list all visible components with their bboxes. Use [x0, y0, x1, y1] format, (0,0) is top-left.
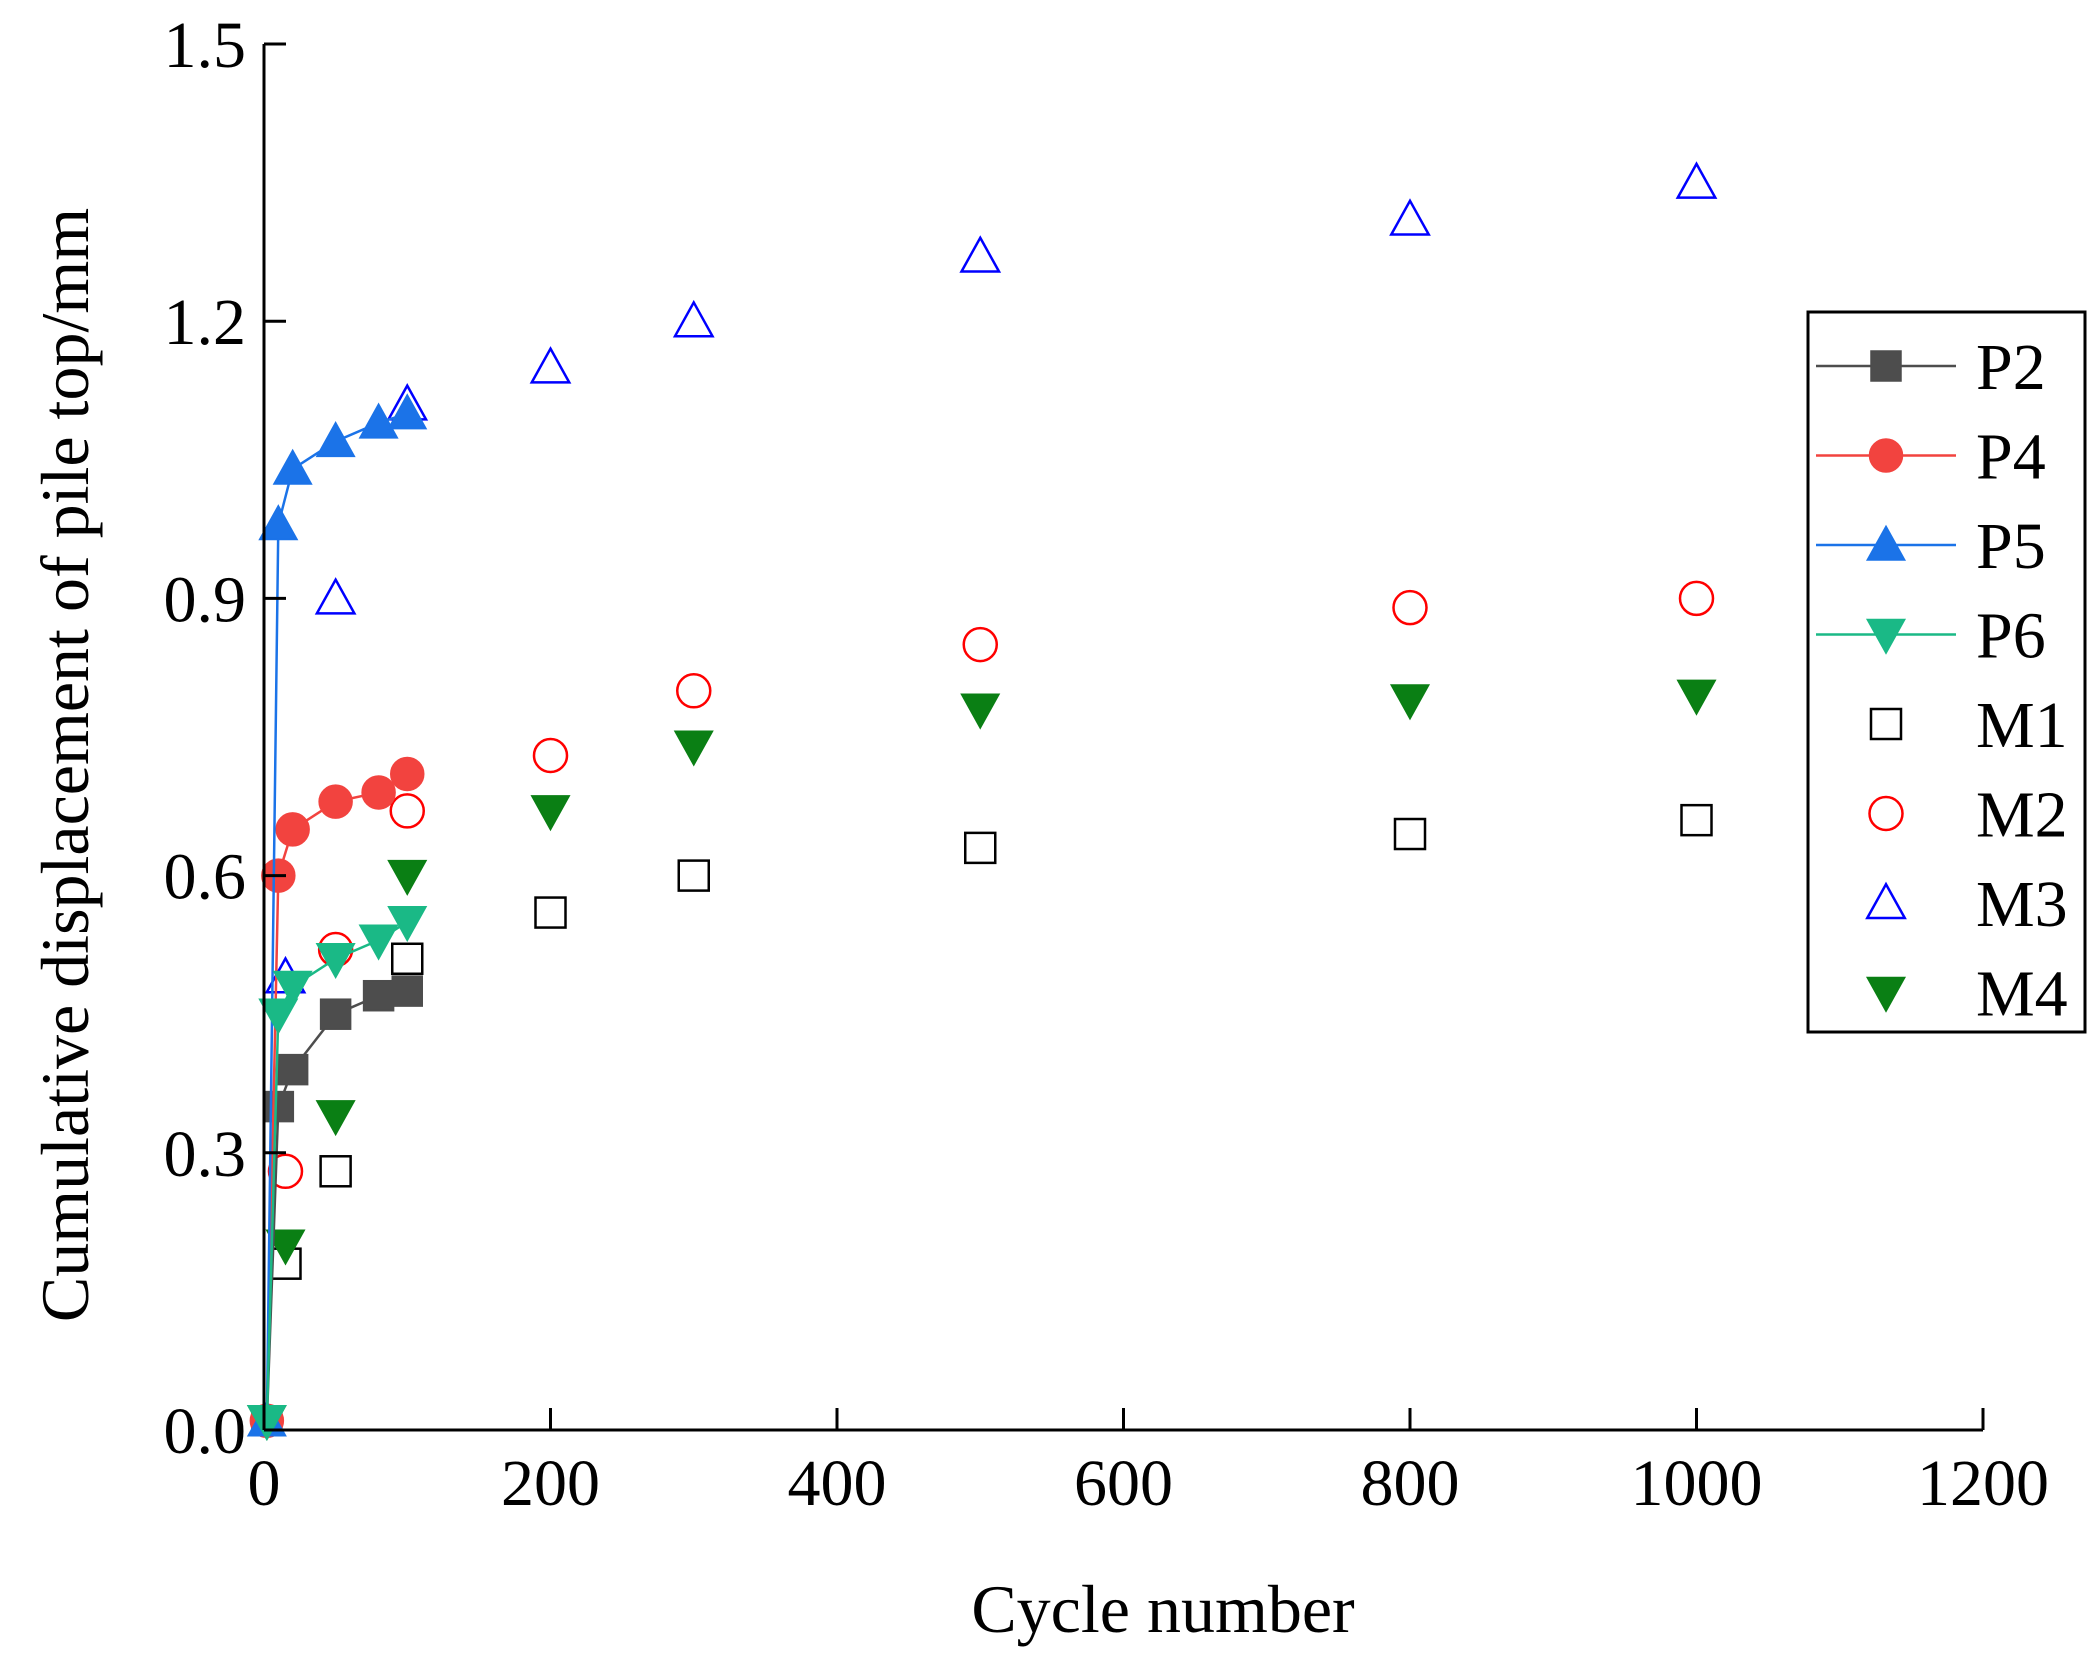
legend-label: M2 — [1976, 779, 2068, 852]
axes: 0 200 400 600 800 1000 1200 0.0 0.3 0.6 0.9 1.2 1.5 — [164, 9, 2050, 1520]
point-P5 — [387, 393, 428, 430]
point-M1 — [964, 831, 997, 865]
y-axis-title: Cumulative displacement of pile top/mm — [27, 208, 103, 1322]
x-tick-label: 0 — [248, 1447, 281, 1520]
point-M1 — [1680, 803, 1713, 837]
legend-label: P5 — [1976, 510, 2046, 583]
point-P6 — [387, 906, 428, 943]
point-P5 — [272, 448, 313, 485]
legend-label: M3 — [1976, 868, 2068, 941]
point-M4 — [673, 730, 714, 767]
point-P2 — [276, 1053, 309, 1086]
series-M1 — [269, 803, 1713, 1280]
point-M1 — [677, 859, 710, 892]
point-M2 — [389, 793, 425, 829]
legend-item-P5: P5 — [1816, 510, 2046, 583]
point-M2 — [676, 673, 712, 709]
point-M4 — [265, 1229, 306, 1266]
point-P4 — [275, 812, 310, 847]
legend-marker-M1 — [1869, 707, 1903, 741]
legend-marker-M2 — [1868, 795, 1904, 832]
x-tick-label: 400 — [788, 1447, 887, 1520]
point-M1 — [391, 942, 424, 976]
y-tick-label: 0.0 — [164, 1395, 247, 1468]
point-M4 — [530, 795, 571, 832]
point-P6 — [246, 1405, 287, 1442]
legend-item-M3: M3 — [1865, 868, 2068, 941]
point-P6 — [272, 970, 313, 1007]
series-M2 — [267, 580, 1715, 1190]
legend-item-M2: M2 — [1868, 779, 2068, 852]
x-tick-label: 200 — [501, 1447, 600, 1520]
x-tick-label: 800 — [1361, 1447, 1460, 1520]
x-axis-title: Cycle number — [971, 1571, 1355, 1647]
point-M1 — [1393, 817, 1427, 851]
point-M3 — [672, 299, 715, 338]
point-M4 — [1389, 684, 1431, 721]
x-tick-label: 600 — [1074, 1447, 1173, 1520]
legend-item-P4: P4 — [1816, 421, 2046, 494]
point-P6 — [315, 943, 356, 980]
legend-label: P4 — [1976, 421, 2046, 494]
data-marks — [246, 161, 1718, 1442]
x-tick-label: 1200 — [1917, 1447, 2049, 1520]
point-P6 — [358, 924, 399, 961]
legend-marker-P4 — [1868, 438, 1904, 473]
legend-box — [1806, 310, 2087, 1034]
legend-label: P6 — [1976, 600, 2046, 673]
point-P2 — [362, 979, 395, 1012]
y-tick-label: 1.2 — [164, 286, 247, 359]
x-tick-label: 1000 — [1631, 1447, 1763, 1520]
point-M4 — [960, 693, 1001, 730]
legend-label: M4 — [1976, 958, 2068, 1031]
point-P5 — [358, 402, 399, 439]
point-P4 — [361, 775, 396, 810]
y-tick-label: 0.9 — [164, 563, 247, 636]
point-M1 — [319, 1155, 352, 1188]
point-M2 — [1392, 589, 1428, 626]
point-P2 — [319, 998, 352, 1030]
point-P2 — [391, 975, 423, 1007]
point-P6 — [258, 998, 299, 1035]
y-tick-label: 1.5 — [164, 9, 247, 82]
point-M3 — [1675, 161, 1718, 199]
point-M3 — [959, 235, 1002, 273]
point-M3 — [314, 577, 357, 615]
legend-label: P2 — [1976, 331, 2046, 404]
legend-item-M4: M4 — [1865, 958, 2068, 1031]
legend-item-P2: P2 — [1816, 331, 2046, 404]
legend-marker-M4 — [1865, 976, 1907, 1013]
legend-item-M1: M1 — [1869, 689, 2068, 762]
point-M1 — [534, 896, 567, 929]
point-P5 — [315, 421, 356, 458]
point-M2 — [1678, 580, 1715, 617]
legend-marker-P5 — [1865, 524, 1907, 561]
legend-item-P6: P6 — [1816, 600, 2046, 673]
series-P6 — [246, 906, 428, 1442]
legend: P2 P4 P5 P6 M1 M2 M3 M4 — [1806, 310, 2087, 1034]
point-M4 — [1676, 679, 1717, 716]
point-M4 — [315, 1100, 356, 1137]
point-P4 — [390, 756, 425, 792]
point-M2 — [962, 626, 998, 663]
point-P4 — [318, 784, 353, 819]
point-M2 — [532, 737, 569, 774]
point-M3 — [1389, 198, 1431, 236]
legend-label: M1 — [1976, 689, 2068, 762]
point-M4 — [387, 859, 428, 896]
point-P5 — [258, 504, 299, 541]
point-M3 — [529, 346, 572, 384]
legend-marker-M3 — [1865, 881, 1907, 920]
legend-marker-P6 — [1865, 618, 1907, 655]
legend-marker-P2 — [1870, 350, 1902, 382]
point-P2 — [262, 1090, 295, 1123]
y-tick-label: 0.3 — [164, 1118, 247, 1191]
y-tick-label: 0.6 — [164, 841, 247, 914]
